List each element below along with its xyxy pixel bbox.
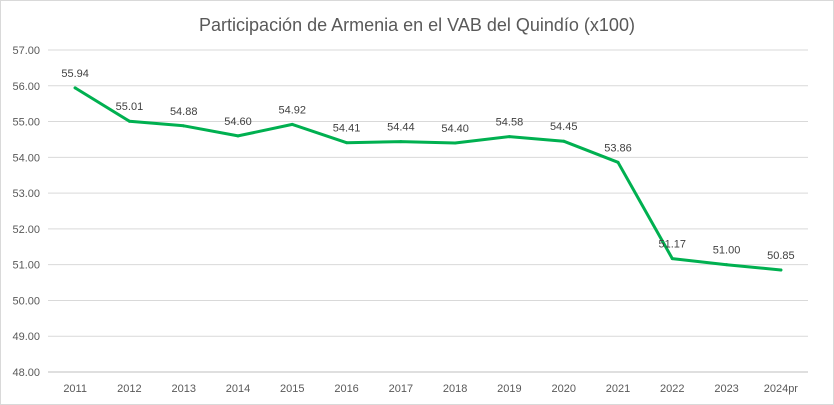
x-tick-label: 2023	[714, 383, 738, 395]
x-tick-label: 2021	[606, 383, 630, 395]
data-label: 54.44	[387, 122, 415, 134]
series-layer	[73, 86, 783, 272]
y-tick-label: 52.00	[12, 224, 40, 236]
data-point	[290, 122, 294, 126]
data-label: 55.01	[116, 101, 144, 113]
x-axis-ticks: 2011 2012 2013 2014 2015 2016 2017 2018 2019 2020…	[63, 383, 798, 395]
series-line	[73, 86, 783, 272]
y-axis-ticks: 48.00 49.00 50.00 51.00 52.00 53.00 54.00 55.00…	[12, 45, 40, 379]
x-tick-label: 2014	[226, 383, 250, 395]
x-tick-label: 2024pr	[764, 383, 799, 395]
data-point	[616, 160, 620, 164]
data-point	[182, 124, 186, 128]
data-label: 54.92	[279, 104, 307, 116]
data-label: 54.88	[170, 106, 198, 118]
data-label: 54.45	[550, 121, 578, 133]
data-point	[725, 263, 729, 267]
x-tick-label: 2015	[280, 383, 304, 395]
data-point	[507, 135, 511, 139]
x-tick-label: 2018	[443, 383, 467, 395]
data-point	[236, 134, 240, 138]
y-tick-label: 57.00	[12, 45, 40, 57]
y-tick-label: 53.00	[12, 188, 40, 200]
data-label: 54.40	[441, 123, 469, 135]
chart-title: Participación de Armenia en el VAB del Q…	[199, 15, 635, 35]
data-point	[562, 139, 566, 143]
data-label: 51.00	[713, 245, 741, 257]
data-label: 54.60	[224, 116, 252, 128]
data-point	[345, 141, 349, 145]
x-tick-label: 2019	[497, 383, 521, 395]
data-label: 55.94	[61, 68, 89, 80]
data-label: 50.85	[767, 250, 795, 262]
y-tick-label: 55.00	[12, 117, 40, 129]
x-tick-label: 2017	[389, 383, 413, 395]
data-point	[127, 119, 131, 123]
x-tick-label: 2012	[117, 383, 141, 395]
data-point	[779, 268, 783, 272]
y-tick-label: 51.00	[12, 260, 40, 272]
data-labels: 55.94 55.01 54.88 54.60 54.92 54.41 54.44 54.40…	[61, 68, 794, 262]
y-tick-label: 50.00	[12, 295, 40, 307]
data-point	[399, 140, 403, 144]
x-tick-label: 2016	[334, 383, 358, 395]
data-label: 54.58	[496, 117, 524, 129]
data-label: 51.17	[659, 239, 687, 251]
x-tick-label: 2022	[660, 383, 684, 395]
y-tick-label: 49.00	[12, 331, 40, 343]
data-label: 53.86	[604, 142, 632, 154]
y-tick-label: 48.00	[12, 367, 40, 379]
x-tick-label: 2011	[63, 383, 87, 395]
gridlines	[48, 49, 808, 373]
x-tick-label: 2020	[551, 383, 575, 395]
y-tick-label: 56.00	[12, 81, 40, 93]
x-tick-label: 2013	[171, 383, 195, 395]
data-point	[73, 86, 77, 90]
data-label: 54.41	[333, 123, 361, 135]
data-point	[670, 257, 674, 261]
data-point	[453, 141, 457, 145]
y-tick-label: 54.00	[12, 152, 40, 164]
